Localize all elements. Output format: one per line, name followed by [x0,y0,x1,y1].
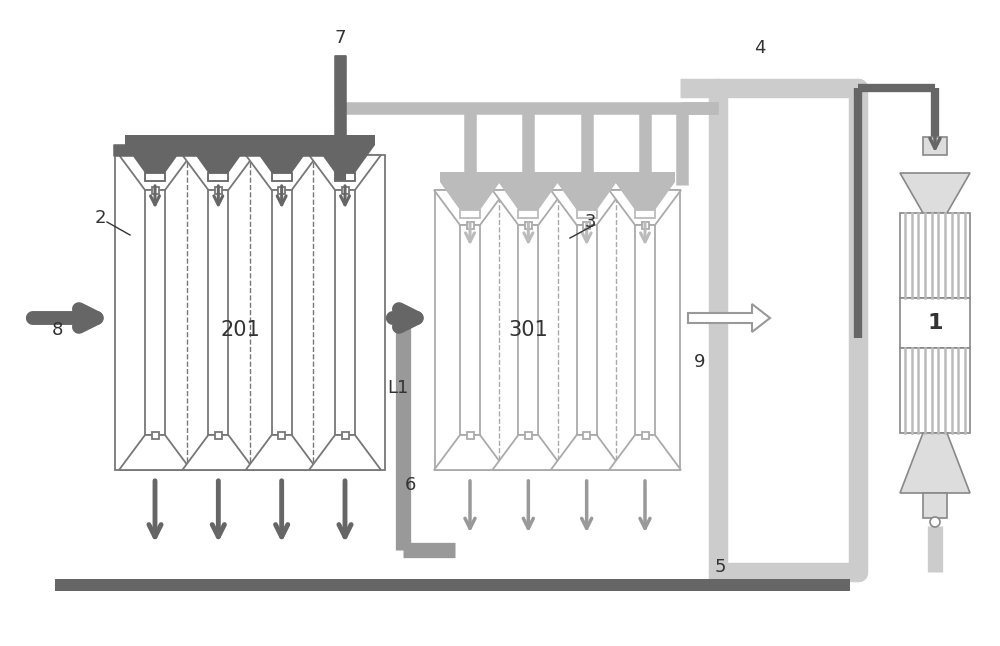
Text: 201: 201 [220,320,260,340]
Polygon shape [492,435,564,470]
Bar [145,190,165,435]
Polygon shape [440,182,500,210]
Bar [583,432,590,439]
Bar [923,137,947,155]
Polygon shape [492,190,564,225]
Polygon shape [182,155,254,190]
Bar [635,225,655,435]
Polygon shape [609,190,681,225]
Polygon shape [309,155,381,190]
Text: 9: 9 [694,353,706,371]
Bar [435,190,680,470]
Polygon shape [252,145,312,173]
Polygon shape [119,155,191,190]
Polygon shape [125,145,185,173]
Bar [923,493,947,518]
Bar [577,225,597,435]
Bar [278,432,285,439]
Text: 5: 5 [714,558,726,576]
Polygon shape [615,182,675,210]
Bar [440,172,675,182]
Bar [342,187,349,194]
Bar [145,173,165,181]
Bar [642,222,648,229]
Polygon shape [246,155,318,190]
Bar [272,190,292,435]
Polygon shape [246,435,318,470]
Polygon shape [551,190,623,225]
Bar [152,432,159,439]
Bar [335,173,355,181]
Bar [208,190,228,435]
Bar [125,135,375,145]
Text: 2: 2 [94,209,106,227]
Bar [460,225,480,435]
Polygon shape [434,435,506,470]
Bar [55,579,850,591]
Bar [525,432,532,439]
Polygon shape [551,435,623,470]
Text: 1: 1 [927,313,943,333]
Text: 7: 7 [334,29,346,47]
Bar [278,187,285,194]
Polygon shape [498,182,558,210]
Bar [900,213,970,298]
Bar [272,173,292,181]
Text: 301: 301 [508,320,548,340]
Bar [215,187,222,194]
Polygon shape [688,304,770,332]
Circle shape [930,517,940,527]
Polygon shape [188,145,248,173]
Bar [215,432,222,439]
Bar [525,222,532,229]
Bar [460,210,480,218]
Polygon shape [309,435,381,470]
Bar [900,298,970,348]
Bar [466,432,474,439]
Bar [900,348,970,433]
Bar [335,190,355,435]
Bar [583,222,590,229]
Polygon shape [182,435,254,470]
Text: 4: 4 [754,39,766,57]
Bar [152,187,159,194]
Polygon shape [609,435,681,470]
Polygon shape [119,435,191,470]
Polygon shape [900,173,970,213]
Bar [642,432,648,439]
Bar [466,222,474,229]
Polygon shape [900,433,970,493]
Bar [518,210,538,218]
Polygon shape [315,145,375,173]
Polygon shape [557,182,617,210]
Bar [115,155,385,470]
Text: 8: 8 [51,321,63,339]
Bar [635,210,655,218]
Text: 6: 6 [404,476,416,494]
Polygon shape [434,190,506,225]
Bar [208,173,228,181]
Text: 3: 3 [584,213,596,231]
Bar [577,210,597,218]
Text: L1: L1 [387,379,409,397]
Bar [342,432,349,439]
Bar [518,225,538,435]
